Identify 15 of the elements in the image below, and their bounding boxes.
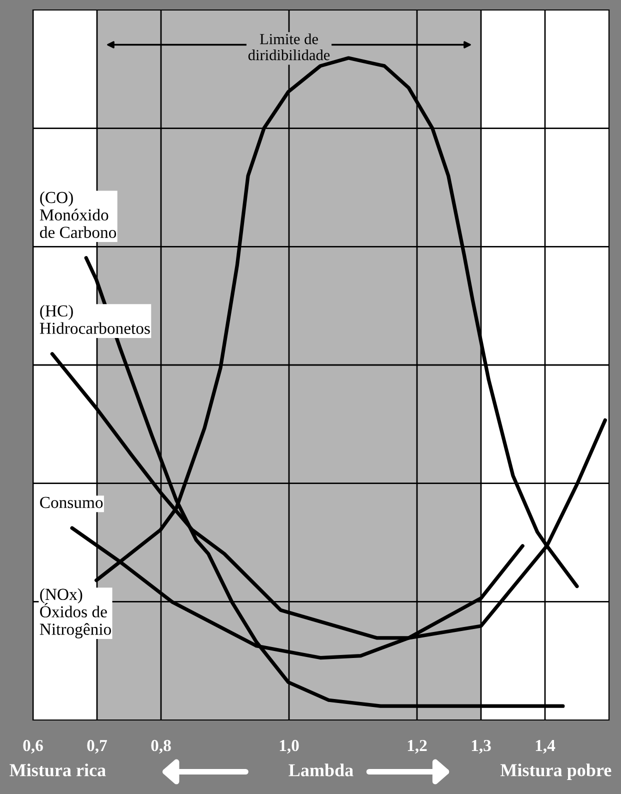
- text: Mistura pobre: [500, 764, 612, 780]
- band-label: Limite de diridibilidade: [248, 34, 330, 60]
- x-axis-title: Lambda: [288, 764, 354, 776]
- x-tick-label: 0,6: [23, 740, 43, 754]
- x-tick-label: 0,7: [87, 740, 108, 754]
- text: (CO) Monóxido de Carbono: [40, 191, 116, 238]
- x-tick-label: 1,4: [536, 740, 556, 754]
- x-tick-label: 1,3: [472, 740, 491, 754]
- x-tick-label: 0,8: [151, 740, 171, 754]
- x-tick-label: 1,0: [280, 740, 299, 754]
- series-label: (HC) Hidrocarbonetos: [40, 304, 150, 334]
- series-label: Consumo: [40, 496, 103, 508]
- series-label: (NOx) Óxidos de Nitrogênio: [40, 588, 111, 638]
- text: Mistura rica: [10, 764, 106, 776]
- x-tick-label: 1,2: [408, 740, 427, 754]
